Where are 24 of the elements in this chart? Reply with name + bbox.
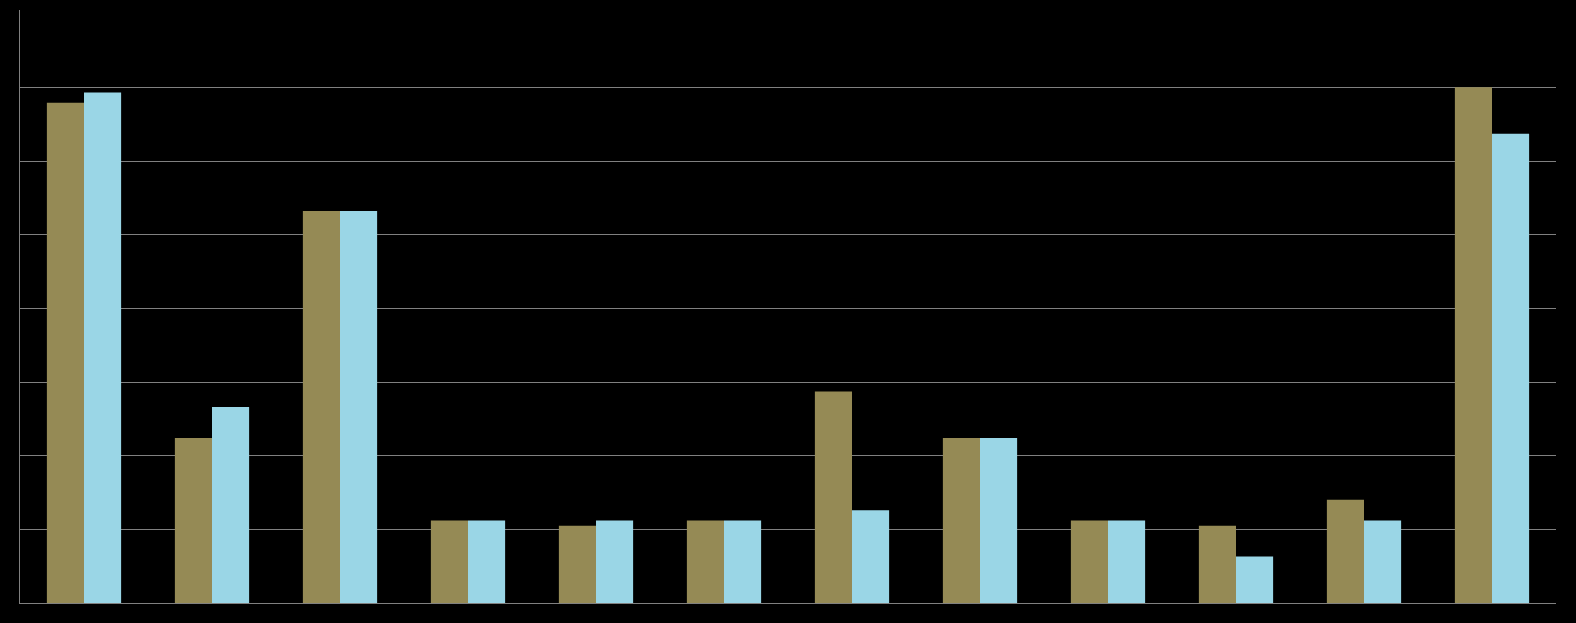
bar <box>430 520 468 603</box>
bar <box>340 211 378 603</box>
bar <box>596 520 634 603</box>
bar <box>46 102 84 603</box>
bar <box>686 520 724 603</box>
bar <box>468 520 506 603</box>
bar <box>980 437 1018 603</box>
bar <box>1326 499 1364 603</box>
bar <box>942 437 980 603</box>
bar <box>1236 556 1274 603</box>
bar <box>302 211 340 603</box>
bar <box>852 510 890 603</box>
bar <box>1198 525 1236 603</box>
bar <box>558 525 596 603</box>
bar <box>1070 520 1108 603</box>
bar <box>1492 133 1530 603</box>
bar <box>84 92 122 603</box>
bar <box>1108 520 1146 603</box>
bar <box>814 391 852 603</box>
bar <box>212 407 250 603</box>
bar <box>1364 520 1402 603</box>
bar <box>174 437 212 603</box>
bar <box>724 520 762 603</box>
bar <box>1454 87 1492 603</box>
